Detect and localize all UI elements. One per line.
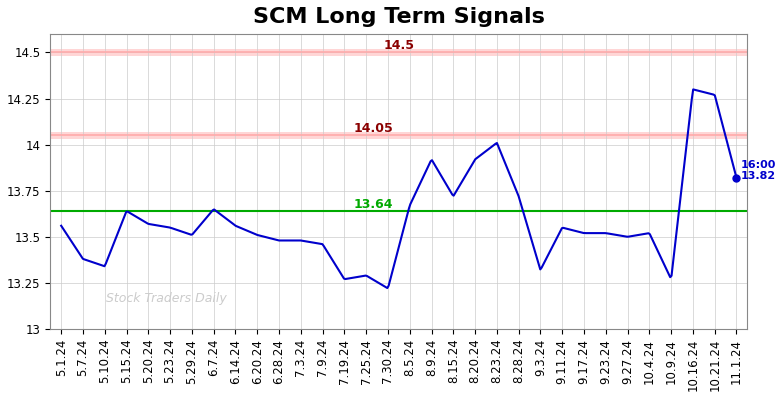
Text: 16:00
13.82: 16:00 13.82 [741, 160, 776, 181]
Bar [50, 49, 747, 56]
Text: Stock Traders Daily: Stock Traders Daily [106, 293, 227, 305]
Bar [50, 132, 747, 139]
Text: 14.05: 14.05 [354, 123, 394, 135]
Text: 13.64: 13.64 [354, 198, 393, 211]
Title: SCM Long Term Signals: SCM Long Term Signals [253, 7, 545, 27]
Text: 14.5: 14.5 [383, 39, 414, 53]
